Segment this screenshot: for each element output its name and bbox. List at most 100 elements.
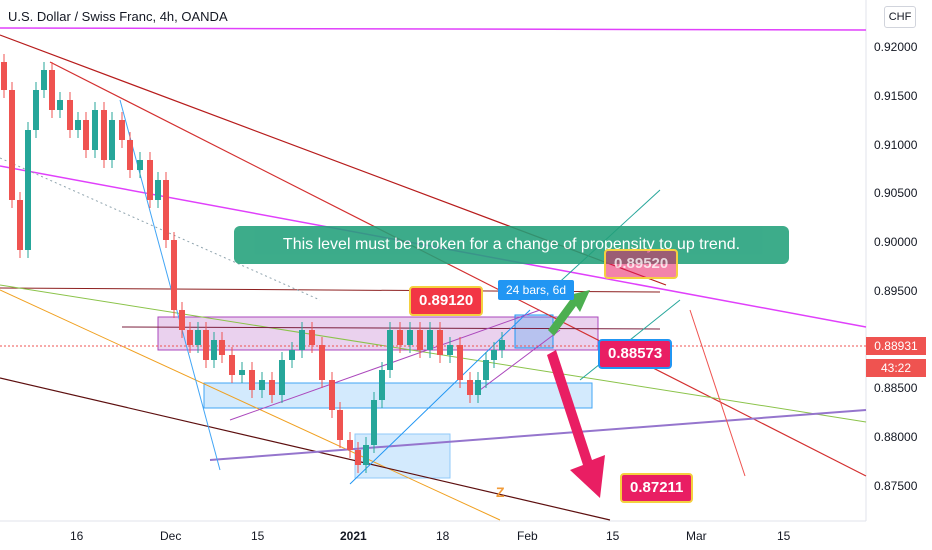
tradingview-logo-icon: Z bbox=[496, 484, 505, 500]
candle-body bbox=[467, 380, 473, 395]
support-zone bbox=[203, 382, 593, 409]
purple-trendline bbox=[209, 409, 867, 461]
candle-body bbox=[309, 330, 315, 345]
candle-body bbox=[329, 380, 335, 410]
candle-body bbox=[41, 70, 47, 90]
candle-body bbox=[355, 450, 361, 465]
y-tick: 0.91500 bbox=[874, 89, 918, 103]
candle-body bbox=[147, 160, 153, 200]
up-arrow-icon bbox=[548, 290, 590, 336]
candle-body bbox=[187, 330, 193, 345]
candle-body bbox=[259, 380, 265, 390]
candle-body bbox=[289, 350, 295, 360]
candle-body bbox=[379, 370, 385, 400]
candle-body bbox=[249, 370, 255, 390]
candle-body bbox=[127, 140, 133, 170]
y-tick: 0.88500 bbox=[874, 381, 918, 395]
candle-body bbox=[437, 330, 443, 355]
candle-body bbox=[119, 120, 125, 140]
candle-body bbox=[299, 330, 305, 350]
candle-body bbox=[57, 100, 63, 110]
blue-rising-line bbox=[349, 309, 531, 485]
candle-body bbox=[25, 130, 31, 250]
x-tick: Feb bbox=[517, 529, 538, 543]
horizontal-top-line bbox=[0, 27, 867, 31]
y-tick: 0.90000 bbox=[874, 235, 918, 249]
candle-body bbox=[203, 330, 209, 360]
dark-trendline bbox=[0, 377, 611, 521]
y-tick: 0.91000 bbox=[874, 138, 918, 152]
candle-body bbox=[447, 345, 453, 355]
candle-body bbox=[387, 330, 393, 370]
candle-body bbox=[407, 330, 413, 345]
x-tick: 15 bbox=[606, 529, 620, 543]
candle-body bbox=[219, 340, 225, 355]
candle-body bbox=[371, 400, 377, 445]
candle-body bbox=[397, 330, 403, 345]
candle-body bbox=[92, 110, 98, 150]
x-tick: 16 bbox=[70, 529, 84, 543]
x-tick: 15 bbox=[777, 529, 791, 543]
chart-title: U.S. Dollar / Swiss Franc, 4h, OANDA bbox=[8, 9, 228, 24]
x-tick: 15 bbox=[251, 529, 265, 543]
current-level-callout[interactable]: 0.88573 bbox=[598, 339, 673, 369]
candle-body bbox=[483, 360, 489, 380]
candle-body bbox=[269, 380, 275, 395]
candle-body bbox=[33, 90, 39, 130]
upper-level-callout[interactable]: 0.89520 bbox=[604, 249, 679, 279]
y-tick: 0.92000 bbox=[874, 40, 918, 54]
candle-body bbox=[417, 330, 423, 350]
candle-body bbox=[101, 110, 107, 160]
olive-trendline bbox=[0, 284, 867, 423]
down-arrow-icon bbox=[547, 350, 605, 498]
candle-body bbox=[109, 120, 115, 160]
dotted-line bbox=[0, 157, 321, 301]
x-tick: Mar bbox=[686, 529, 707, 543]
candle-body bbox=[211, 340, 217, 360]
candle-body bbox=[239, 370, 245, 375]
candle-body bbox=[155, 180, 161, 200]
candle-body bbox=[75, 120, 81, 130]
candle-body bbox=[457, 345, 463, 380]
candle-body bbox=[279, 360, 285, 395]
candle-body bbox=[179, 310, 185, 330]
date-range-box bbox=[514, 314, 554, 349]
candle-body bbox=[475, 380, 481, 395]
candle-body bbox=[49, 70, 55, 110]
candle-body bbox=[347, 440, 353, 450]
candle-body bbox=[499, 340, 505, 350]
entry-level-callout[interactable]: 0.89120 bbox=[409, 286, 484, 316]
red-projection-line bbox=[689, 309, 746, 477]
y-tick: 0.87500 bbox=[874, 479, 918, 493]
candle-body bbox=[1, 62, 7, 90]
candle-body bbox=[9, 90, 15, 200]
current-price-tag: 0.88931 bbox=[866, 337, 926, 355]
orange-trendline bbox=[0, 289, 501, 521]
candle-body bbox=[137, 160, 143, 170]
candle-countdown: 43:22 bbox=[866, 359, 926, 377]
annotation-note[interactable]: This level must be broken for a change o… bbox=[234, 226, 789, 264]
y-tick: 0.88000 bbox=[874, 430, 918, 444]
y-tick: 0.90500 bbox=[874, 186, 918, 200]
target-level-callout[interactable]: 0.87211 bbox=[620, 473, 694, 503]
candle-body bbox=[83, 120, 89, 150]
y-tick: 0.89500 bbox=[874, 284, 918, 298]
candle-body bbox=[171, 240, 177, 310]
candle-body bbox=[491, 350, 497, 360]
date-range-label[interactable]: 24 bars, 6d bbox=[498, 280, 574, 300]
x-tick: 2021 bbox=[340, 529, 367, 543]
candle-body bbox=[363, 445, 369, 465]
blue-falling-line bbox=[119, 99, 221, 471]
candle-body bbox=[67, 100, 73, 130]
candle-body bbox=[427, 330, 433, 350]
candle-body bbox=[337, 410, 343, 440]
x-tick: 18 bbox=[436, 529, 450, 543]
candle-body bbox=[229, 355, 235, 375]
channel-lower-line bbox=[479, 329, 561, 391]
candle-body bbox=[17, 200, 23, 250]
purple-short-line bbox=[121, 326, 661, 330]
candle-body bbox=[163, 180, 169, 240]
currency-button[interactable]: CHF bbox=[884, 6, 916, 28]
